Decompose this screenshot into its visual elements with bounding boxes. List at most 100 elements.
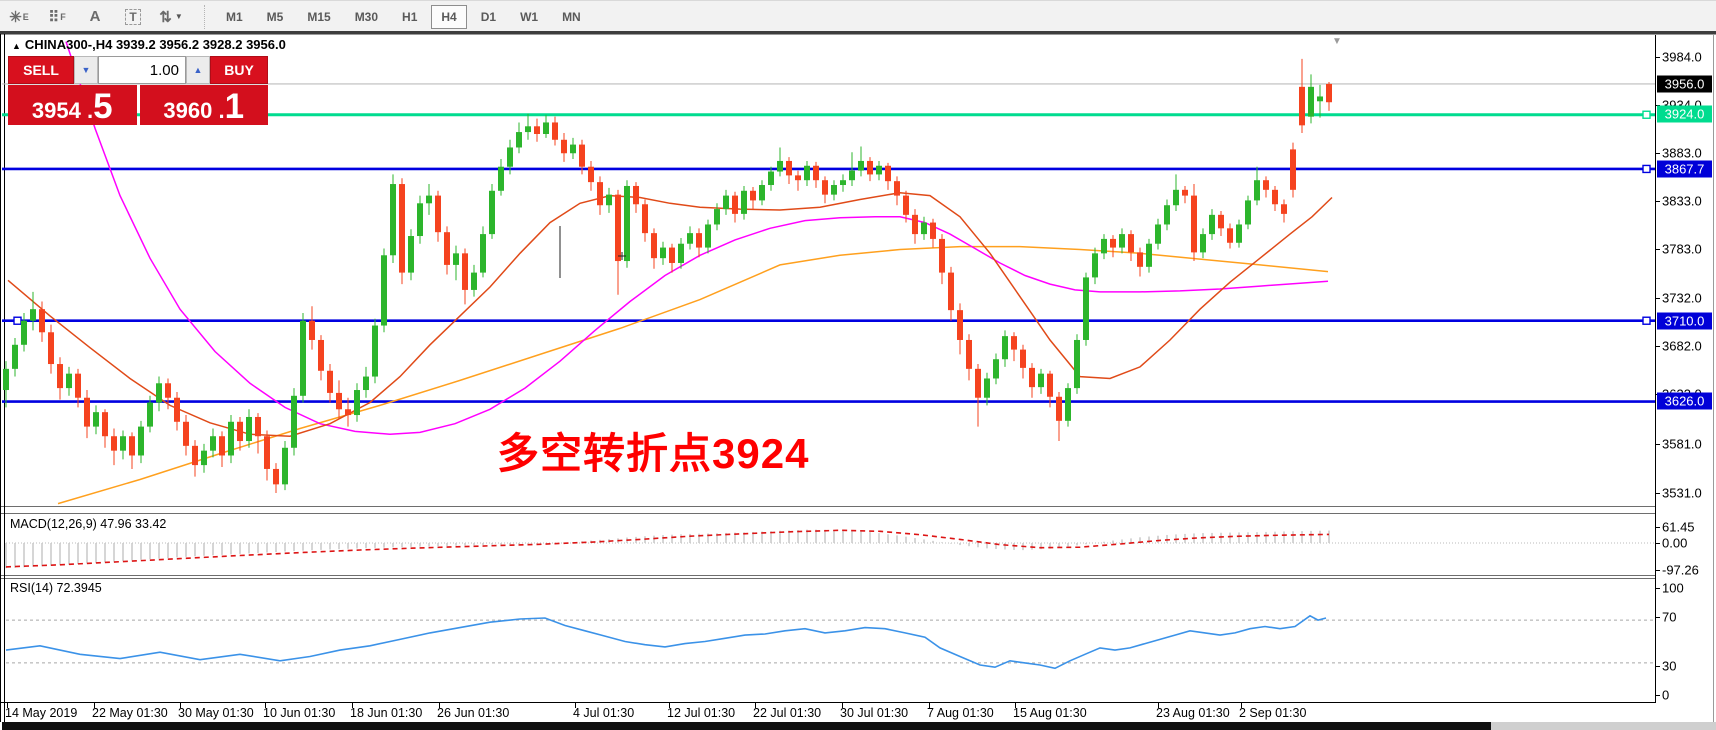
candle-body [1290, 149, 1296, 190]
rsi-axis-tick [1655, 666, 1660, 667]
time-axis-label: 10 Jun 01:30 [263, 706, 336, 720]
fibonacci-grid-icon[interactable]: ⠿ F [48, 8, 66, 26]
panel-splitter[interactable] [0, 575, 1656, 576]
text-label-icon[interactable]: A [89, 8, 101, 25]
buy-price-main: 3960 . [163, 98, 225, 123]
candle-body [903, 195, 909, 215]
buy-price-display[interactable]: 3960 .1 [139, 85, 268, 125]
price-badge: 3867.7 [1657, 160, 1712, 178]
candle-body [687, 233, 693, 244]
buy-button[interactable]: BUY [210, 56, 268, 84]
volume-decrease-button[interactable]: ▼ [74, 56, 98, 84]
volume-input[interactable] [98, 56, 186, 84]
candle-body [390, 184, 396, 256]
text-box-icon[interactable]: T [118, 5, 148, 29]
candle-body [966, 339, 972, 369]
candle-body [588, 166, 594, 183]
sell-price-display[interactable]: 3954 .5 [8, 85, 137, 125]
candle-body [399, 184, 405, 273]
rsi-axis-label: 100 [1662, 580, 1684, 596]
candle-body [273, 468, 279, 485]
candle-body [498, 166, 504, 191]
candle-body [786, 160, 792, 176]
bottom-bar [2, 722, 1491, 730]
timeframe-m15[interactable]: M15 [307, 9, 331, 24]
candle-body [1164, 205, 1170, 225]
price-axis-label: 3783.0 [1662, 241, 1702, 257]
sell-price-pip: 5 [93, 87, 113, 127]
macd-axis-label: -97.26 [1662, 562, 1699, 578]
price-badge: 3956.0 [1657, 75, 1712, 93]
timeframe-m1[interactable]: M1 [226, 9, 243, 24]
candle-body [255, 416, 261, 437]
time-axis-tick [439, 703, 440, 708]
bottom-bar-right [1491, 722, 1716, 730]
cursor-tools-icon[interactable]: ⇅ ▼ [159, 8, 183, 26]
price-axis-tick [1655, 249, 1660, 250]
panel-splitter[interactable] [0, 578, 1656, 579]
candle-body [876, 165, 882, 175]
time-axis-label: 26 Jun 01:30 [437, 706, 510, 720]
price-axis-tick [1655, 444, 1660, 445]
collapse-panel-icon[interactable]: ▲ [12, 41, 21, 51]
time-axis-label: 4 Jul 01:30 [573, 706, 635, 720]
candle-body [39, 309, 45, 333]
rsi-line [5, 614, 1327, 670]
time-axis-label: 22 Jul 01:30 [753, 706, 822, 720]
time-axis-tick [352, 703, 353, 708]
chart-text-annotation[interactable]: 多空转折点3924 [497, 430, 810, 477]
price-axis-border [1655, 35, 1656, 703]
candle-body [480, 234, 486, 273]
timeframe-m30[interactable]: M30 [354, 9, 379, 24]
candle-body [1137, 252, 1143, 267]
timeframe-h1[interactable]: H1 [402, 9, 418, 24]
timeframe-d1[interactable]: D1 [480, 9, 497, 24]
rsi-axis-tick [1655, 588, 1660, 589]
candle-body [1263, 180, 1269, 190]
timeframe-h4[interactable]: H4 [431, 4, 467, 29]
panel-splitter[interactable] [0, 506, 1656, 507]
panel-splitter[interactable] [0, 513, 1656, 514]
timeframe-w1[interactable]: W1 [520, 9, 539, 24]
candle-body [1236, 224, 1242, 243]
candle-body [696, 233, 702, 248]
macd-axis-tick [1655, 543, 1660, 544]
line-endpoint-marker [1642, 164, 1651, 174]
volume-increase-button[interactable]: ▲ [186, 56, 210, 84]
candle-body [444, 232, 450, 265]
candle-body [453, 253, 459, 265]
candle-body [1074, 339, 1080, 389]
chart-title: ▲ CHINA300-,H4 3939.2 3956.2 3928.2 3956.… [12, 37, 286, 52]
candle-body [777, 160, 783, 172]
chart-top-border [0, 34, 1716, 35]
candle-body [723, 195, 729, 210]
candle-body [138, 426, 144, 456]
timeframe-m5[interactable]: M5 [266, 9, 284, 24]
sell-button[interactable]: SELL [8, 56, 74, 84]
candle-body [1254, 180, 1260, 201]
candle-body [426, 195, 432, 204]
candle-body [1092, 253, 1098, 278]
candle-body [147, 402, 153, 427]
candle-body [1272, 189, 1278, 205]
candle-body [84, 397, 90, 427]
rsi-axis-label: 70 [1662, 609, 1677, 625]
candle-body [210, 436, 216, 451]
price-axis-label: 3883.0 [1662, 145, 1702, 161]
timeframe-mn[interactable]: MN [562, 9, 581, 24]
candle-body [156, 383, 162, 403]
candle-body [336, 392, 342, 410]
scroll-end-marker-icon[interactable]: ▼ [1332, 36, 1342, 47]
time-axis-tick [180, 703, 181, 708]
andrews-pitchfork-icon[interactable]: ✳ E [9, 8, 29, 26]
candle-body [57, 364, 63, 389]
candle-body [858, 160, 864, 171]
time-axis-label: 30 Jul 01:30 [840, 706, 909, 720]
macd-axis-label: 0.00 [1662, 535, 1688, 551]
candle-body [1155, 224, 1161, 244]
candle-body [993, 359, 999, 379]
candle-body [1200, 234, 1206, 253]
candle-body [1065, 388, 1071, 421]
